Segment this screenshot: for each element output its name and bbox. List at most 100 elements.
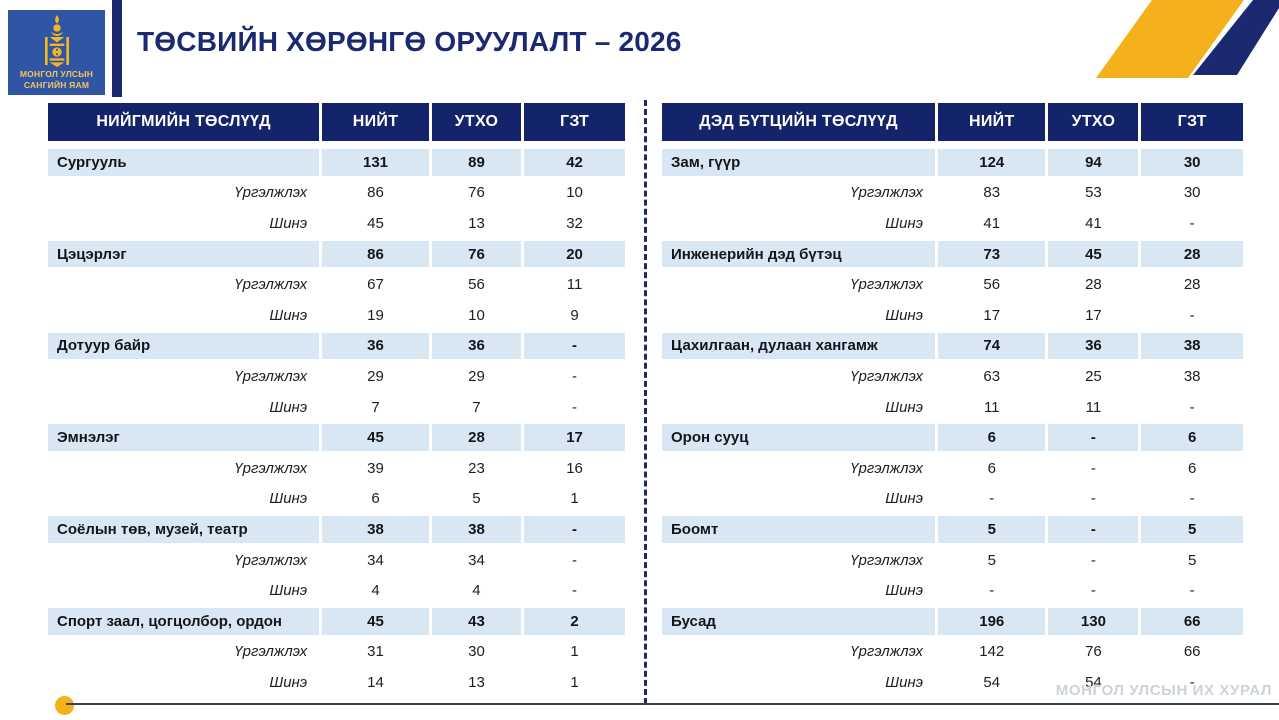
sub-row-value: - [1138, 299, 1243, 331]
sub-row-value: 41 [1045, 208, 1138, 239]
sub-row-value: 28 [1045, 269, 1138, 300]
category-value: 89 [428, 149, 522, 176]
category-row: Соёлын төв, музей, театр 38 38- [48, 514, 625, 545]
sub-row-label: Үргэлжлэх [234, 276, 308, 294]
sub-row-value: 4 [319, 575, 429, 606]
column-header: ГЗТ [1138, 103, 1243, 141]
sub-row: Үргэлжлэх 31 30 1 [48, 636, 625, 668]
category-value: 74 [935, 332, 1046, 360]
category-row: Спорт заал, цогцолбор, ордон 45 43 2 [48, 605, 625, 637]
sub-row-value: 10 [521, 177, 625, 209]
category-value: 45 [319, 424, 429, 451]
sub-row-value: 4 [428, 575, 521, 606]
sub-row-label: Шинэ [269, 582, 308, 600]
category-value: 36 [319, 332, 429, 360]
sub-row: Үргэлжлэх 39 23 16 [48, 452, 625, 484]
sub-row-value: 39 [319, 452, 429, 484]
sub-row-value: 28 [1138, 269, 1243, 300]
sub-row-label: Үргэлжлэх [850, 367, 924, 385]
sub-row-value: 45 [319, 208, 429, 239]
sub-row-value: 54 [935, 667, 1045, 698]
column-header: ГЗТ [521, 103, 625, 141]
sub-row-value: 6 [319, 483, 429, 515]
sub-row-value: 29 [319, 361, 429, 392]
sub-row-value: - [935, 483, 1045, 515]
sub-row-value: 11 [521, 269, 625, 300]
category-value: 45 [319, 607, 429, 635]
sub-row: Үргэлжлэх 63 25 38 [662, 361, 1243, 392]
sub-row-label: Үргэлжлэх [850, 551, 924, 569]
category-value: - [521, 516, 625, 543]
sub-row-label: Шинэ [885, 398, 924, 416]
category-name: Соёлын төв, музей, театр [48, 516, 320, 543]
category-value: 38 [319, 516, 429, 543]
column-header: УТХО [428, 103, 522, 141]
sub-row-value: 54 [1045, 667, 1138, 698]
sub-row-value: 25 [1045, 361, 1138, 392]
sub-row-label: Үргэлжлэх [234, 643, 308, 661]
sub-row-value: 14 [319, 667, 429, 698]
sub-row: Шинэ 4 4- [48, 575, 625, 606]
sub-row-value: 17 [1045, 299, 1138, 331]
column-header: УТХО [1045, 103, 1139, 141]
sub-row-value: 86 [319, 177, 429, 209]
sub-row-value: 11 [935, 391, 1045, 423]
sub-row: Үргэлжлэх 67 56 11 [48, 269, 625, 300]
sub-row-label: Шинэ [885, 490, 924, 508]
category-value: 38 [1138, 332, 1243, 360]
sub-row: Шинэ 41 41- [662, 208, 1243, 239]
category-name: Орон сууц [662, 424, 936, 451]
sub-row: Шинэ - - - [662, 575, 1243, 606]
sub-row-value: - [1138, 575, 1243, 606]
category-value: 20 [521, 240, 625, 268]
category-value: 45 [1045, 240, 1139, 268]
sub-row-value: - [1138, 667, 1243, 698]
sub-row: Шинэ - - - [662, 483, 1243, 515]
corner-gold-shape [1096, 0, 1244, 78]
sub-row-value: 142 [935, 636, 1045, 668]
sub-row-value: - [521, 575, 625, 606]
category-name: Эмнэлэг [48, 424, 320, 451]
sub-row-value: 1 [521, 667, 625, 698]
category-value: 28 [1138, 240, 1243, 268]
sub-row: Шинэ 14 13 1 [48, 667, 625, 698]
category-value: - [1045, 424, 1139, 451]
sub-row-value: - [1138, 208, 1243, 239]
category-name: Сургууль [48, 149, 320, 176]
table-header-row: НИЙГМИЙН ТӨСЛҮҮД НИЙТ УТХО ГЗТ [48, 103, 625, 141]
category-row: Сургууль 131 89 42 [48, 147, 625, 178]
sub-row-value: - [1045, 544, 1138, 576]
sub-row: Үргэлжлэх 86 76 10 [48, 177, 625, 209]
column-header: НИЙТ [319, 103, 429, 141]
sub-row-value: 13 [428, 208, 521, 239]
category-value: 130 [1045, 607, 1139, 635]
sub-row-value: 5 [428, 483, 521, 515]
category-value: 5 [1138, 516, 1243, 543]
category-value: 36 [1045, 332, 1139, 360]
sub-row-value: - [521, 361, 625, 392]
sub-row-label: Үргэлжлэх [234, 459, 308, 477]
category-name: Бусад [662, 607, 936, 635]
sub-row-value: 67 [319, 269, 429, 300]
watermark-text: МОНГОЛ УЛСЫН ИХ ХУРАЛ [1055, 682, 1272, 699]
sub-row-value: 19 [319, 299, 429, 331]
sub-row: Үргэлжлэх 6-6 [662, 452, 1243, 484]
sub-row-value: 23 [428, 452, 521, 484]
sub-row-label: Үргэлжлэх [850, 184, 924, 202]
sub-row-value: 31 [319, 636, 429, 668]
category-value: 38 [428, 516, 522, 543]
logo-text-line2: САНГИЙН ЯАМ [23, 79, 90, 90]
soyombo-icon [44, 15, 69, 67]
sub-row-label: Үргэлжлэх [234, 367, 308, 385]
social-projects-table: НИЙГМИЙН ТӨСЛҮҮД НИЙТ УТХО ГЗТ Сургууль 131 89… [48, 103, 625, 698]
category-row: Эмнэлэг 45 28 17 [48, 422, 625, 453]
category-value: 196 [935, 607, 1046, 635]
category-value: 43 [428, 607, 522, 635]
sub-row-value: 7 [319, 391, 429, 423]
corner-navy-shape [1193, 0, 1279, 75]
sub-row-value: 41 [935, 208, 1045, 239]
page-title: ТӨСВИЙН ХӨРӨНГӨ ОРУУЛАЛТ – 2026 [137, 26, 682, 57]
sub-row: Үргэлжлэх 5-5 [662, 544, 1243, 576]
category-value: 86 [319, 240, 429, 268]
table-title-cell: ДЭД БҮТЦИЙН ТӨСЛҮҮД [662, 103, 936, 141]
